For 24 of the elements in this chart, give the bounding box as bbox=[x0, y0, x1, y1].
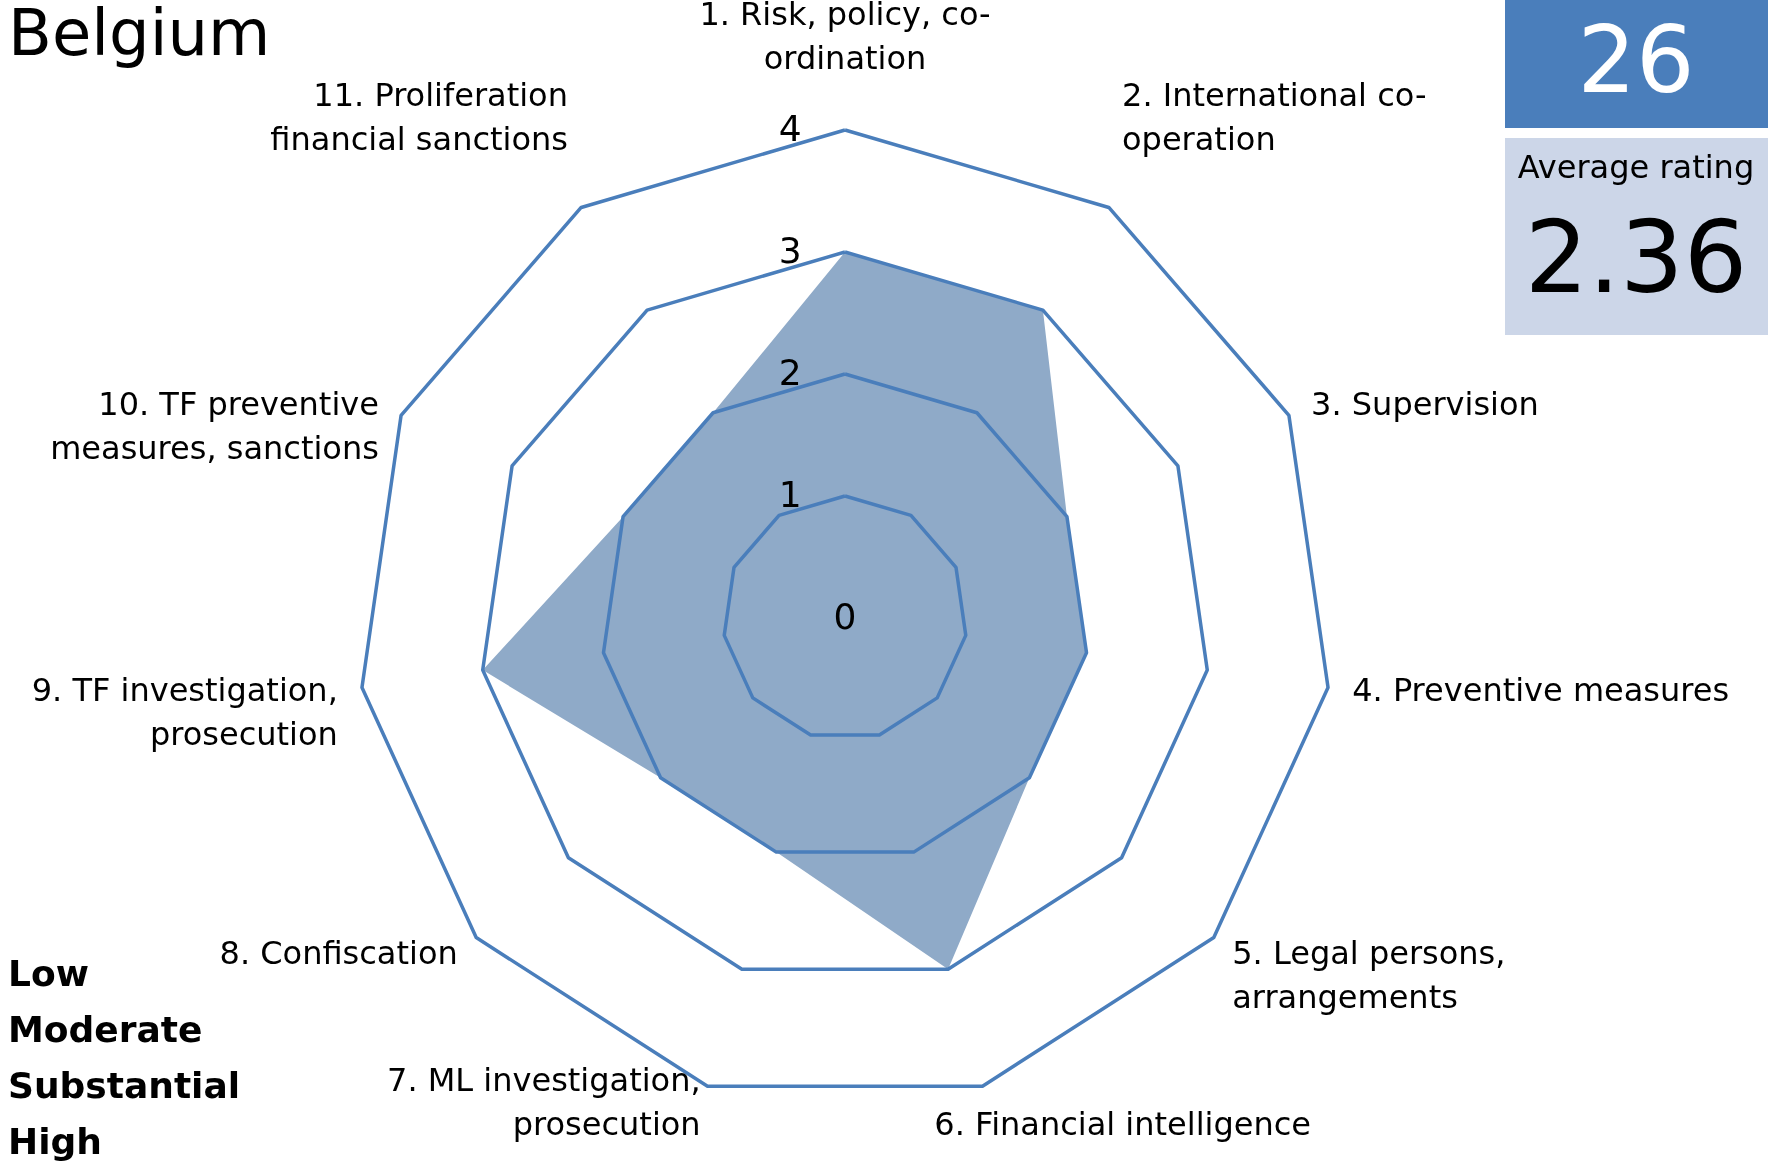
spoke-label: 4. Preventive measures bbox=[1352, 670, 1730, 709]
spoke-label: 1. Risk, policy, co-ordination bbox=[699, 0, 991, 77]
spoke-label: 10. TF preventive measures, sanctions bbox=[50, 385, 379, 468]
y-tick-label: 3 bbox=[778, 230, 802, 271]
spoke-label: 2. International co-operation bbox=[1122, 75, 1427, 158]
spoke-label: 8. Confiscation bbox=[219, 933, 458, 972]
y-tick-label: 1 bbox=[778, 474, 802, 515]
chart-title: Belgium bbox=[8, 0, 271, 70]
text: 2.36 bbox=[1524, 199, 1748, 316]
spoke-label: 6. Financial intelligence bbox=[934, 1104, 1311, 1143]
text: Low bbox=[8, 953, 89, 994]
spoke-label: 3. Supervision bbox=[1311, 385, 1539, 424]
text: Substantial bbox=[8, 1065, 241, 1106]
spoke-label: 7. ML investigation, prosecution bbox=[387, 1060, 701, 1143]
spoke-label: 9. TF investigation, prosecution bbox=[31, 670, 338, 753]
spoke-label: 11. Proliferation financial sanctions bbox=[270, 75, 568, 158]
text: High bbox=[8, 1121, 102, 1162]
y-tick-label: 0 bbox=[833, 596, 857, 637]
y-tick-label: 4 bbox=[778, 108, 802, 149]
text: Moderate bbox=[8, 1009, 203, 1050]
y-tick-label: 2 bbox=[778, 352, 802, 393]
spoke-label: 5. Legal persons, arrangements bbox=[1232, 933, 1506, 1016]
text: Average rating bbox=[1517, 148, 1755, 186]
text: 26 bbox=[1577, 7, 1695, 114]
